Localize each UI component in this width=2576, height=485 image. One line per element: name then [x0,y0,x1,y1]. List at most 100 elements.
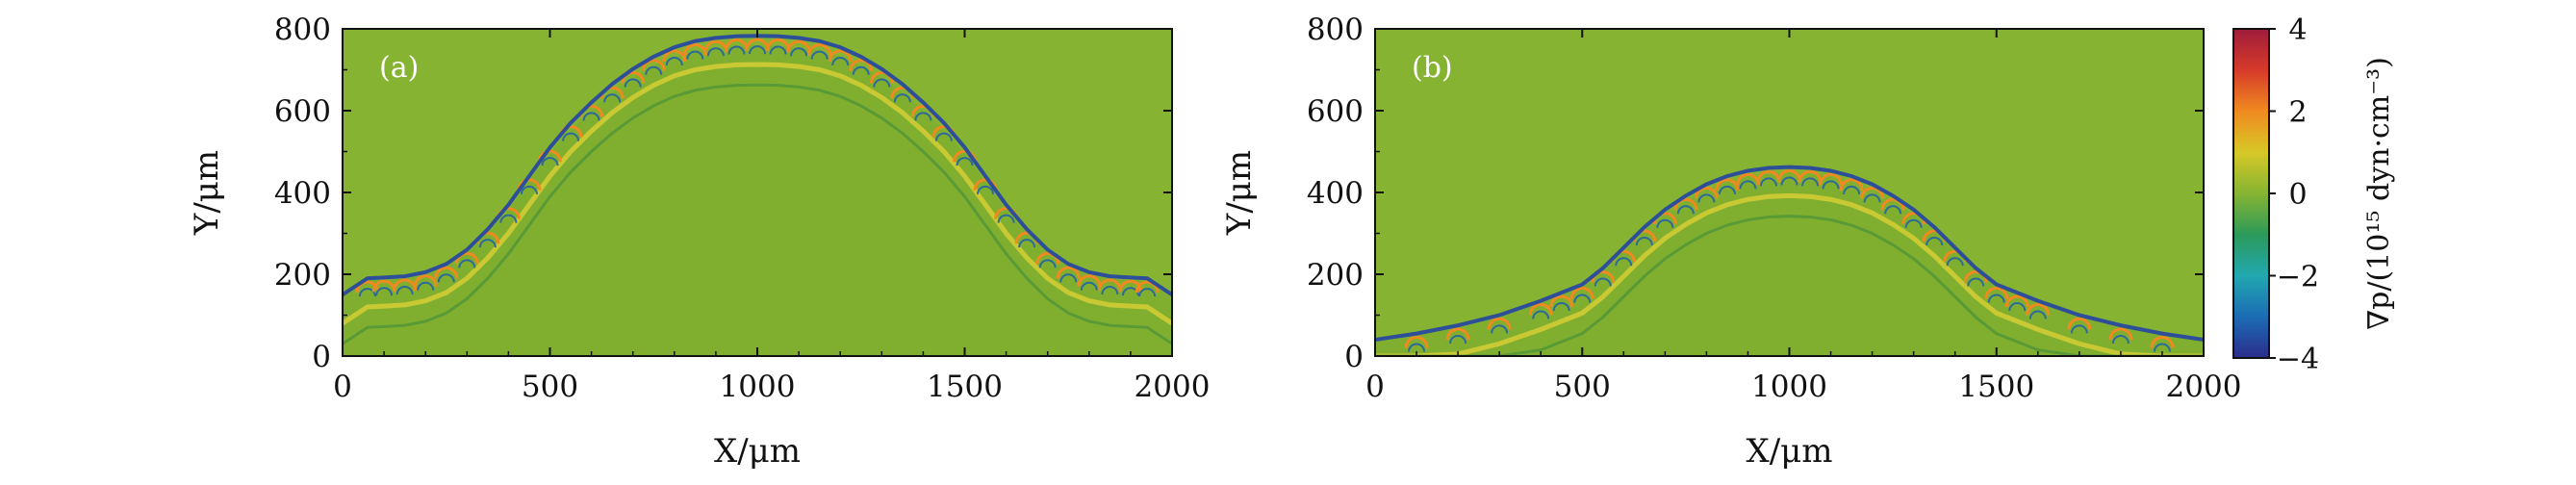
colorbar-tick-label: 0 [2288,178,2307,212]
vortex-arc [641,59,666,71]
colorbar-ticks: 4 2 0 −2 −4 [2269,13,2319,376]
x-tick-label: 1000 [720,370,796,404]
vortex-arc [828,49,853,63]
vortex-arc [1860,186,1885,199]
vortex-arc [454,251,479,265]
y-tick-label: 0 [1344,340,1364,374]
y-tick-label: 600 [274,94,331,129]
x-tick-label: 0 [1365,370,1385,404]
vortex-arc-inner [1080,281,1098,291]
vortex-arc-inner [1101,286,1119,295]
vortex-arc-inner [873,78,891,88]
vortex-arc-inner [562,132,580,141]
x-tick-label: 500 [522,370,578,404]
vortex-arc-inner [1739,180,1757,190]
vortex-arc-inner [2028,310,2047,319]
vortex-arc-inner [2008,302,2027,312]
vortex-arc-inner [893,93,911,103]
colorbar-tick-label: 2 [2288,96,2307,130]
vortex-arc [1549,294,1574,308]
heatmap-panel-b: 0 500 1000 1500 2000 0 200 400 600 800 (b) X/μm Y… [1220,13,2241,471]
vortex-arc-inner [1926,237,1944,246]
vortex-arc-inner [1987,294,2005,303]
vortex-arc [393,278,418,292]
vortex-arc-inner [1615,257,1633,267]
y-tick-label: 200 [1307,258,1364,293]
vortex-arc-inner [934,132,953,141]
vortex-arc-inner [769,45,787,55]
vortex-arc [869,71,894,84]
vortex-arc-inner [1759,177,1777,187]
vortex-arc-inner [1801,177,1820,187]
vortex-arc-inner [1967,277,1985,287]
y-tick-label: 400 [274,176,331,211]
vortex-arc-inner [603,93,622,103]
axes-b: 0 500 1000 1500 2000 0 200 400 600 800 [1307,13,2242,404]
vortex-arc-inner [458,259,476,268]
vortex-arc-inner [665,57,683,66]
y-tick-label: 0 [312,340,331,374]
vortex-arc-inner [1718,185,1736,194]
vortex-arc [1056,266,1081,279]
vortex-arc [355,280,380,294]
colorbar: 4 2 0 −2 −4 ∇p/(10¹⁵ dyn·cm⁻³) [2232,13,2396,376]
inner-ripple-band-2 [343,83,1172,345]
vortex-arc [807,43,832,56]
vortex-arc-inner [1594,277,1612,287]
vortex-arc-inner [1656,218,1674,228]
vortex-arc [1077,274,1102,287]
y-tick-label: 800 [274,13,331,47]
panel-label-a: (a) [379,51,419,85]
vortex-arc-inner [1780,176,1798,186]
vortex-arc [786,39,811,53]
vortex-arc [1591,270,1616,283]
vortex-arc-inner [1038,259,1057,268]
vortex-arc [1839,178,1864,191]
inner-ripple-band-2 [1375,215,2204,356]
vortex-arc-inner [790,47,808,57]
x-tick-label: 1000 [1751,370,1827,404]
panel-label-b: (b) [1412,51,1453,85]
vortex-arc-inner [358,288,376,297]
vortex-arc [1569,287,1594,299]
vortex-arc-inner [499,214,518,223]
vortex-arc [1715,178,1740,191]
vortex-arc-inner [395,286,414,295]
vortex-arc [1487,317,1512,330]
colorbar-tick-label: 4 [2288,13,2307,47]
shock-front-line [1375,165,2204,342]
vortex-arc-inner [1946,257,1964,267]
vortex-arc-inner [831,57,850,66]
vortex-arc-inner [520,185,538,194]
vortex-arc [1798,169,1823,183]
vortex-arc [662,49,687,63]
vortex-arc-inner [541,157,559,166]
vortex-arc-inner [686,50,704,60]
vortex-arc [621,71,646,84]
vortex-arc-inner [1863,193,1881,203]
x-tick-label: 1500 [1958,370,2034,404]
vortex-arc-inner [1822,180,1840,190]
vortex-arc [2026,303,2051,316]
axes-a: 0 500 1000 1500 2000 0 200 400 600 800 [274,13,1211,404]
plot-area-a [343,29,1172,356]
vortex-arc-inner [375,287,394,296]
vortex-arc-inner [582,112,600,121]
x-axis-title-b: X/μm [1747,432,1833,471]
vortex-arc [1963,270,1988,283]
x-tick-label: 1500 [927,370,1003,404]
vortex-arc [2004,294,2029,308]
vortex-arc-inner [645,65,663,75]
heatmap-panel-a: 0 500 1000 1500 2000 0 200 400 600 800 (a) X/μm Y… [188,13,1210,471]
inner-ripple-band [1375,192,2204,356]
vortex-arc-inner [624,78,642,88]
vortex-arc-inner [1449,335,1467,345]
vortex-arc-inner [417,281,435,291]
vortex-arc-inner [977,185,995,194]
x-tick-label: 0 [333,370,352,404]
vortex-arc-inner [810,50,829,60]
vortex-arc-inner [749,45,766,55]
vortex-arc [1819,172,1844,186]
vortex-arc [1880,197,1905,211]
